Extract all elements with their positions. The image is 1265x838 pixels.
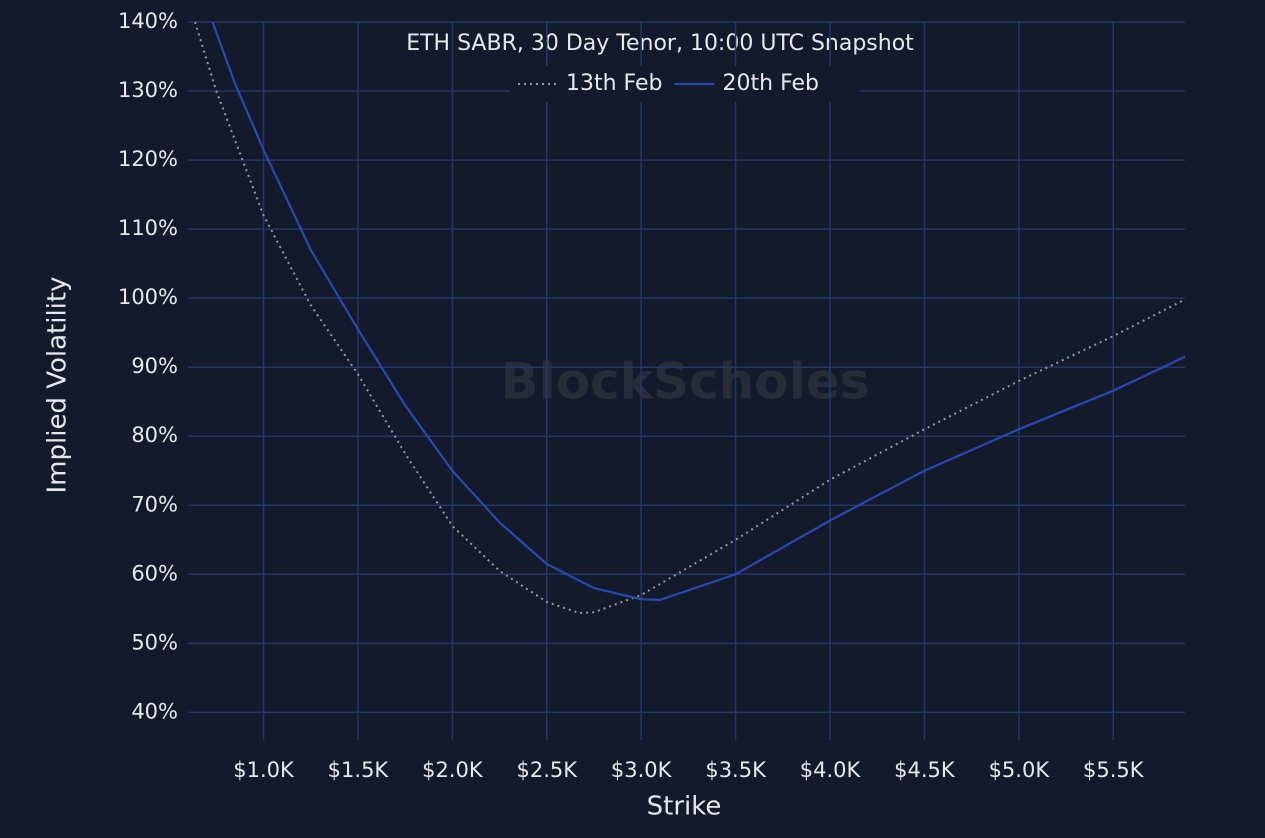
y-tick-label: 100% [118,285,178,309]
legend-label: 20th Feb [723,71,820,96]
y-tick-label: 140% [118,9,178,33]
y-tick-label: 70% [131,492,178,516]
legend: 13th Feb 20th Feb [510,66,860,102]
x-tick-label: $1.0K [233,758,295,782]
x-tick-label: $1.5K [328,758,390,782]
series-line [194,21,1186,615]
x-tick-label: $4.0K [800,758,862,782]
y-tick-label: 50% [131,630,178,654]
x-tick-label: $3.0K [611,758,673,782]
y-tick-label: 110% [118,216,178,240]
grid: 40% 50% 60% 70% 80% 90% 100% 110% 120% 130% 140% $1… [118,9,1185,782]
x-tick-label: $5.0K [989,758,1051,782]
x-tick-label: $3.5K [705,758,767,782]
chart-title: ETH SABR, 30 Day Tenor, 10:00 UTC Snapsh… [406,31,914,56]
y-tick-label: 40% [131,699,178,723]
x-tick-label: $5.5K [1083,758,1145,782]
x-tick-label: $2.5K [517,758,579,782]
y-axis-label: Implied Volatility [43,277,73,494]
legend-label: 13th Feb [566,71,663,96]
x-axis-label: Strike [647,792,722,822]
x-tick-label: $4.5K [894,758,956,782]
x-tick-label: $2.0K [422,758,484,782]
series-line [211,21,1186,602]
y-tick-label: 90% [131,354,178,378]
watermark: BlockScholes [501,353,870,411]
y-tick-label: 130% [118,78,178,102]
y-tick-label: 80% [131,423,178,447]
plot [194,21,1186,615]
y-tick-label: 60% [131,561,178,585]
y-tick-label: 120% [118,147,178,171]
